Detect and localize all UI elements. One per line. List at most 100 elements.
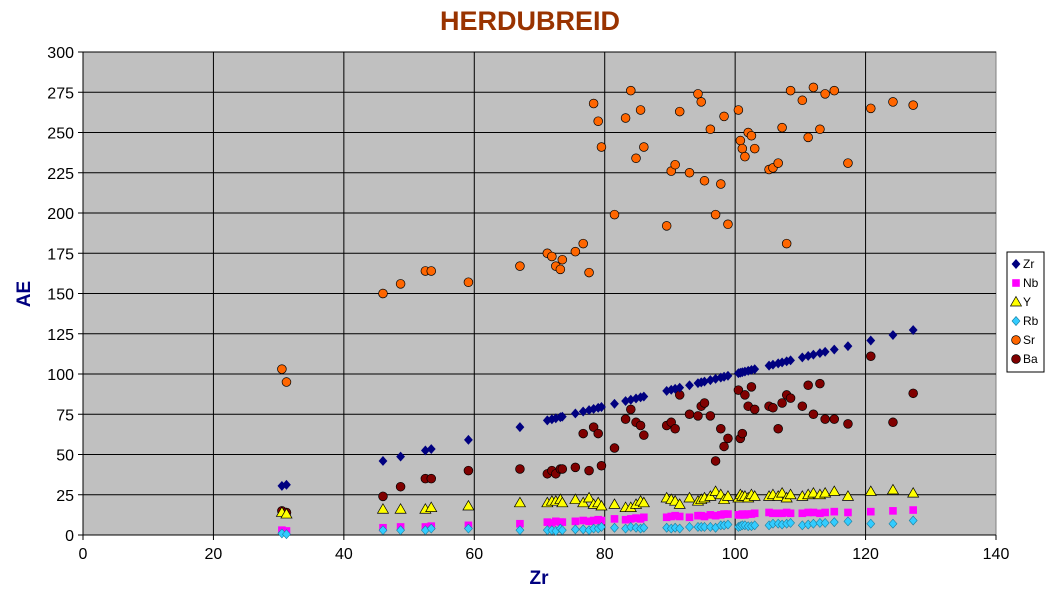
data-point-y bbox=[828, 485, 841, 496]
data-point-nb bbox=[675, 512, 684, 521]
data-point-rb bbox=[557, 525, 567, 536]
data-point-nb bbox=[816, 509, 824, 518]
data-point-ba bbox=[670, 423, 680, 434]
data-point-zr bbox=[843, 341, 853, 352]
data-point-ba bbox=[777, 398, 787, 408]
y-tick-label: 25 bbox=[56, 488, 74, 505]
data-point-sr bbox=[797, 95, 808, 106]
data-point-y bbox=[907, 486, 920, 498]
data-point-ba bbox=[737, 428, 748, 439]
y-tick-label: 75 bbox=[56, 407, 74, 424]
data-point-rb bbox=[570, 524, 580, 535]
series-ba bbox=[277, 351, 918, 518]
data-point-sr bbox=[557, 254, 568, 265]
data-point-nb bbox=[909, 506, 917, 514]
data-point-sr bbox=[670, 159, 680, 170]
data-point-ba bbox=[378, 491, 388, 502]
data-point-ba bbox=[596, 461, 607, 471]
data-point-nb bbox=[667, 512, 676, 521]
y-tick-label: 50 bbox=[56, 448, 74, 465]
data-point-rb bbox=[723, 519, 733, 530]
data-point-nb bbox=[720, 510, 728, 518]
data-point-zr bbox=[610, 398, 619, 409]
legend-marker-y bbox=[1009, 295, 1023, 307]
y-tick-label: 300 bbox=[47, 45, 74, 62]
data-point-zr bbox=[723, 370, 733, 381]
data-point-sr bbox=[808, 82, 819, 93]
data-point-nb bbox=[786, 509, 795, 518]
data-point-sr bbox=[740, 151, 750, 162]
data-point-ba bbox=[733, 385, 744, 395]
y-tick-label: 150 bbox=[47, 287, 74, 304]
legend-marker-sr bbox=[1011, 335, 1021, 345]
data-point-zr bbox=[464, 434, 473, 445]
data-point-nb bbox=[750, 509, 759, 518]
data-point-zr bbox=[750, 364, 760, 375]
y-tick-label: 225 bbox=[47, 166, 74, 183]
data-point-zr bbox=[515, 422, 525, 433]
data-point-ba bbox=[719, 441, 729, 452]
data-point-sr bbox=[547, 251, 557, 262]
data-point-ba bbox=[570, 462, 581, 473]
data-point-ba bbox=[693, 411, 703, 421]
x-tick-label: 140 bbox=[983, 546, 1010, 563]
data-point-zr bbox=[639, 391, 649, 402]
series-y bbox=[275, 483, 920, 519]
data-point-rb bbox=[378, 525, 388, 536]
data-point-zr bbox=[396, 451, 405, 462]
x-tick-label: 100 bbox=[722, 546, 749, 563]
data-point-ba bbox=[723, 433, 733, 444]
data-point-sr bbox=[781, 238, 792, 249]
data-point-ba bbox=[808, 409, 819, 420]
legend-label-rb: Rb bbox=[1023, 314, 1039, 328]
data-point-rb bbox=[866, 518, 876, 529]
data-point-sr bbox=[777, 122, 787, 133]
data-point-rb bbox=[282, 529, 291, 540]
data-point-sr bbox=[716, 179, 726, 189]
data-point-sr bbox=[378, 288, 388, 299]
data-point-nb bbox=[558, 518, 567, 526]
data-point-sr bbox=[785, 85, 796, 96]
data-point-sr bbox=[620, 113, 631, 123]
data-point-ba bbox=[773, 423, 783, 434]
data-point-sr bbox=[426, 266, 436, 276]
data-point-nb bbox=[804, 508, 812, 517]
data-point-zr bbox=[888, 330, 898, 340]
data-point-nb bbox=[548, 519, 556, 527]
data-point-nb bbox=[724, 510, 732, 518]
data-point-nb bbox=[610, 515, 619, 523]
data-point-rb bbox=[820, 517, 830, 528]
data-point-zr bbox=[378, 455, 388, 466]
x-axis-ticks: 0 20 40 60 80 100 120 140 bbox=[79, 535, 1010, 563]
data-point-ba bbox=[578, 428, 588, 439]
data-point-nb bbox=[782, 508, 791, 517]
data-point-y bbox=[513, 496, 527, 508]
data-point-nb bbox=[597, 516, 606, 525]
data-point-ba bbox=[716, 423, 726, 434]
data-point-sr bbox=[395, 279, 406, 289]
data-point-y bbox=[683, 491, 696, 503]
data-point-zr bbox=[685, 380, 694, 391]
data-point-sr bbox=[803, 132, 813, 143]
data-point-rb bbox=[626, 521, 636, 532]
data-point-nb bbox=[700, 512, 709, 521]
legend-label-ba: Ba bbox=[1023, 352, 1038, 366]
data-point-rb bbox=[515, 525, 525, 536]
data-point-nb bbox=[866, 507, 875, 516]
data-point-nb bbox=[809, 508, 818, 517]
data-point-sr bbox=[596, 142, 607, 152]
data-point-nb bbox=[711, 511, 720, 520]
data-point-ba bbox=[588, 422, 599, 432]
data-point-ba bbox=[639, 430, 649, 440]
x-tick-label: 60 bbox=[465, 546, 483, 563]
data-point-nb bbox=[585, 517, 593, 526]
series-rb bbox=[277, 515, 918, 540]
data-point-ba bbox=[908, 388, 918, 399]
legend: Zr Nb Y Rb Sr Ba bbox=[1006, 251, 1045, 373]
legend-marker-nb bbox=[1012, 279, 1020, 287]
data-point-sr bbox=[773, 158, 783, 168]
data-point-rb bbox=[843, 516, 853, 527]
data-point-sr bbox=[908, 100, 918, 110]
data-point-rb bbox=[426, 523, 436, 534]
